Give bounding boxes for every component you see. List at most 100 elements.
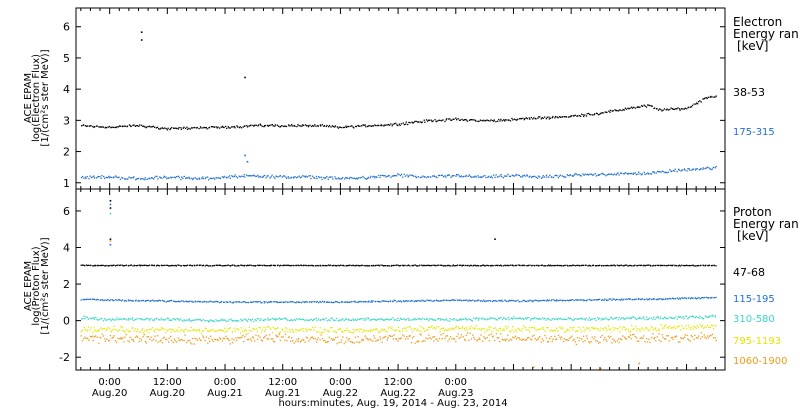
proton-point-1060-1900 <box>571 335 573 337</box>
proton-point-310-580 <box>537 318 539 320</box>
proton-point-795-1193 <box>198 328 200 331</box>
proton-point-310-580 <box>505 318 507 320</box>
proton-point-795-1193 <box>670 327 672 329</box>
electron-point-38-53 <box>704 97 706 99</box>
electron-point-38-53 <box>715 95 717 97</box>
electron-point-175-315 <box>234 174 236 176</box>
electron-point-38-53 <box>248 125 250 127</box>
proton-point-115-195 <box>229 301 232 303</box>
proton-point-47-68 <box>141 264 143 267</box>
proton-point-115-195 <box>583 300 585 302</box>
electron-point-175-315 <box>338 178 340 180</box>
proton-point-1060-1900 <box>359 341 361 343</box>
proton-point-115-195 <box>400 300 402 302</box>
electron-point-38-53 <box>261 125 263 127</box>
proton-y-tick-label: 2 <box>63 278 70 291</box>
proton-point-795-1193 <box>628 331 630 333</box>
proton-point-795-1193 <box>597 328 600 330</box>
proton-point-310-580 <box>148 318 150 320</box>
proton-point-795-1193 <box>550 329 552 331</box>
electron-point-38-53 <box>124 125 126 127</box>
proton-point-310-580 <box>336 317 338 320</box>
proton-point-795-1193 <box>699 324 701 326</box>
electron-point-38-53 <box>631 107 634 109</box>
proton-point-310-580 <box>672 317 675 319</box>
proton-point-115-195 <box>483 299 485 301</box>
proton-point-795-1193 <box>474 327 476 329</box>
proton-point-1060-1900 <box>391 335 393 337</box>
proton-point-310-580 <box>182 320 184 322</box>
electron-point-38-53 <box>643 104 645 106</box>
electron-point-38-53 <box>307 126 310 128</box>
electron-point-175-315 <box>346 177 348 179</box>
proton-point-115-195 <box>380 301 382 303</box>
electron-point-175-315 <box>263 174 266 177</box>
proton-point-47-68 <box>693 265 695 267</box>
proton-point-115-195 <box>451 299 453 301</box>
electron-point-175-315 <box>689 169 691 171</box>
proton-point-47-68 <box>290 264 292 267</box>
proton-point-115-195 <box>96 298 98 301</box>
proton-point-795-1193 <box>101 328 103 330</box>
proton-point-310-580 <box>325 317 327 319</box>
electron-point-38-53 <box>518 118 521 120</box>
electron-point-175-315 <box>219 177 221 179</box>
proton-point-310-580 <box>160 317 162 319</box>
proton-point-795-1193 <box>632 328 634 331</box>
proton-point-1060-1900 <box>379 336 381 338</box>
proton-point-310-580 <box>236 320 238 322</box>
proton-point-310-580 <box>535 317 537 320</box>
electron-point-175-315 <box>549 174 551 177</box>
proton-point-115-195 <box>621 298 623 300</box>
electron-point-38-53 <box>579 115 582 118</box>
proton-point-310-580 <box>550 319 552 321</box>
proton-point-795-1193 <box>80 330 82 333</box>
proton-point-1060-1900 <box>472 334 474 336</box>
proton-point-1060-1900 <box>139 337 141 340</box>
electron-point-38-53 <box>284 125 286 127</box>
electron-point-175-315 <box>501 175 503 178</box>
electron-point-38-53 <box>230 126 233 128</box>
electron-point-38-53 <box>182 127 184 129</box>
proton-point-310-580 <box>394 319 397 321</box>
electron-point-175-315 <box>223 176 225 179</box>
electron-point-38-53 <box>695 103 697 105</box>
proton-point-1060-1900 <box>324 340 326 342</box>
electron-point-38-53 <box>411 121 413 123</box>
proton-point-310-580 <box>559 317 562 319</box>
electron-point-175-315 <box>643 171 645 174</box>
proton-point-115-195 <box>332 302 334 304</box>
proton-point-115-195 <box>186 300 188 303</box>
proton-point-310-580 <box>345 318 348 320</box>
proton-point-1060-1900 <box>299 341 302 343</box>
proton-point-115-195 <box>617 298 619 301</box>
proton-point-1060-1900 <box>264 336 266 338</box>
proton-point-795-1193 <box>306 329 308 331</box>
proton-point-115-195 <box>433 300 435 302</box>
proton-point-795-1193 <box>103 327 106 330</box>
electron-point-38-53 <box>602 112 604 114</box>
proton-point-1060-1900 <box>682 337 684 340</box>
proton-point-115-195 <box>545 300 547 302</box>
proton-point-795-1193 <box>445 328 447 331</box>
proton-point-310-580 <box>143 319 145 321</box>
proton-point-115-195 <box>441 300 443 302</box>
proton-point-1060-1900 <box>85 337 87 340</box>
proton-point-115-195 <box>274 301 276 303</box>
proton-point-1060-1900 <box>115 341 118 343</box>
proton-point-47-68 <box>277 264 279 266</box>
proton-point-1060-1900 <box>252 337 255 339</box>
electron-point-38-53 <box>102 126 104 128</box>
proton-point-795-1193 <box>199 330 201 332</box>
proton-point-1060-1900 <box>581 338 583 340</box>
proton-point-47-68 <box>281 264 283 267</box>
proton-point-795-1193 <box>163 328 166 331</box>
electron-point-175-315 <box>117 176 119 179</box>
proton-point-47-68 <box>466 264 468 267</box>
proton-point-47-68 <box>506 264 508 267</box>
proton-point-115-195 <box>154 300 156 302</box>
electron-point-175-315 <box>216 177 218 179</box>
proton-point-115-195 <box>129 299 131 301</box>
proton-point-795-1193 <box>131 327 133 329</box>
proton-point-310-580 <box>659 317 661 320</box>
